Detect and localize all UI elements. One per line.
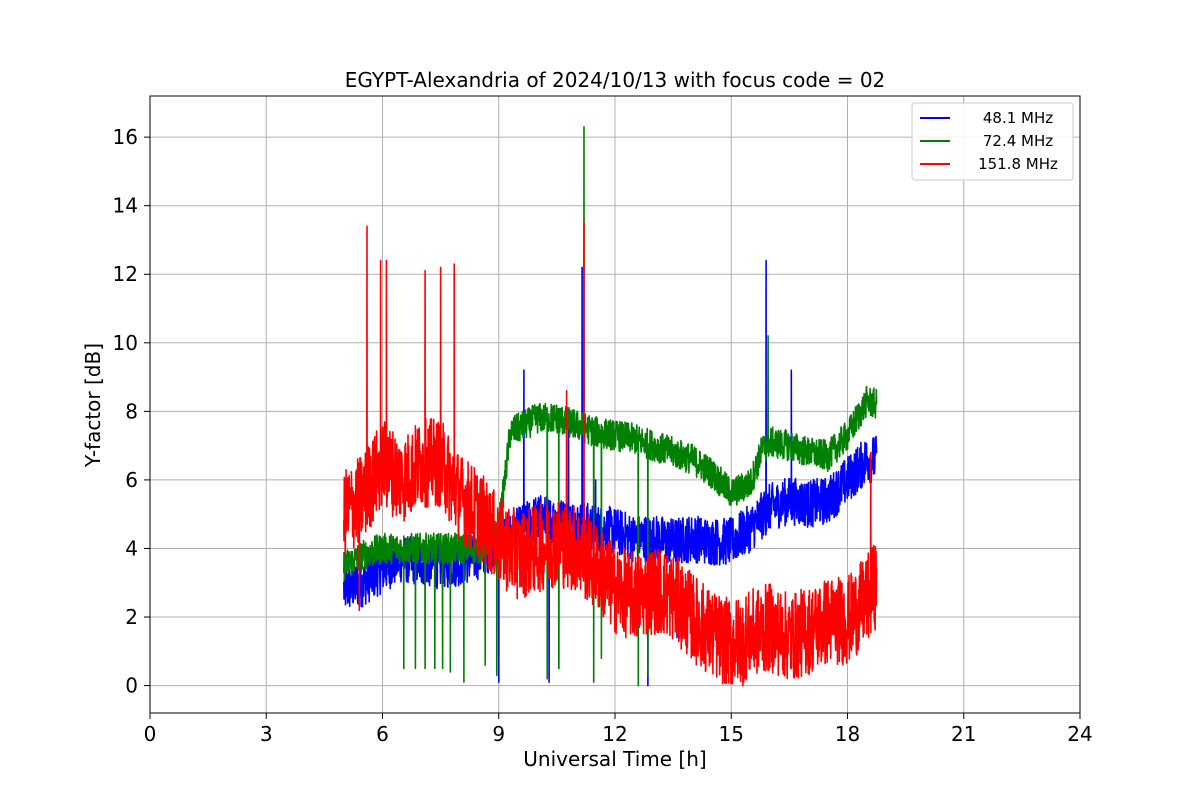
y-axis-title: Y-factor [dB] [81, 343, 105, 468]
legend-label: 48.1 MHz [983, 109, 1053, 127]
y-tick-label: 2 [125, 605, 138, 629]
x-tick-label: 15 [719, 722, 744, 746]
y-tick-label: 8 [125, 399, 138, 423]
x-axis-title: Universal Time [h] [523, 747, 706, 771]
x-tick-label: 21 [951, 722, 976, 746]
series-line-1 [343, 126, 878, 687]
chart-title: EGYPT-Alexandria of 2024/10/13 with focu… [345, 68, 886, 92]
x-tick-label: 18 [835, 722, 860, 746]
legend-box [911, 102, 1074, 181]
legend-label: 72.4 MHz [983, 132, 1053, 150]
legend: 48.1 MHz 72.4 MHz 151.8 MHz [911, 102, 1074, 181]
series-line-2 [343, 222, 878, 687]
x-tick-label: 6 [376, 722, 389, 746]
y-tick-label: 16 [113, 125, 138, 149]
x-tick-label: 3 [260, 722, 273, 746]
x-tick-label: 0 [144, 722, 157, 746]
legend-label: 151.8 MHz [978, 155, 1058, 173]
x-tick-label: 12 [602, 722, 627, 746]
y-tick-label: 0 [125, 674, 138, 698]
y-tick-label: 6 [125, 468, 138, 492]
y-tick-label: 4 [125, 536, 138, 560]
y-tick-label: 14 [113, 194, 138, 218]
x-tick-label: 9 [492, 722, 505, 746]
y-tick-label: 12 [113, 262, 138, 286]
y-tick-label: 10 [113, 331, 138, 355]
plot-area [343, 126, 878, 687]
x-tick-label: 24 [1067, 722, 1092, 746]
